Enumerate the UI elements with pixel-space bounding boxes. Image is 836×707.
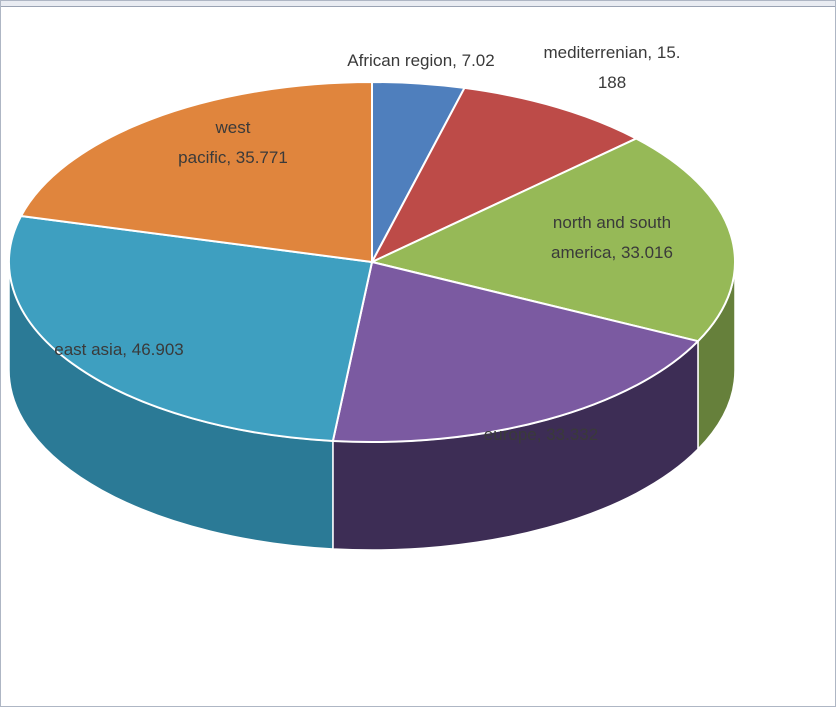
slice-label-east-asia: east asia, 46.903	[54, 340, 183, 359]
pie-slice-mediterrenian[interactable]	[371, 86, 638, 263]
slice-label-europe: europe, 33.332	[484, 425, 598, 444]
slice-label-west-pacific: west pacific, 35.771	[178, 118, 288, 167]
pie-slices	[8, 81, 736, 443]
pie-slice-east-asia[interactable]	[8, 215, 373, 442]
slice-label-mediterrenian: mediterrenian, 15. 188	[543, 43, 680, 92]
window-top-edge	[0, 0, 836, 7]
pie-slice-europe[interactable]	[331, 261, 699, 443]
pie-slice-north-and-south-america[interactable]	[371, 137, 736, 343]
slice-label-north-and-south-america: north and south america, 33.016	[551, 213, 673, 262]
slice-label-African-region: African region, 7.02	[347, 51, 494, 70]
pie-labels: African region, 7.02 mediterrenian, 15. 18…	[54, 43, 680, 444]
pie-slice-west-pacific[interactable]	[20, 81, 373, 263]
